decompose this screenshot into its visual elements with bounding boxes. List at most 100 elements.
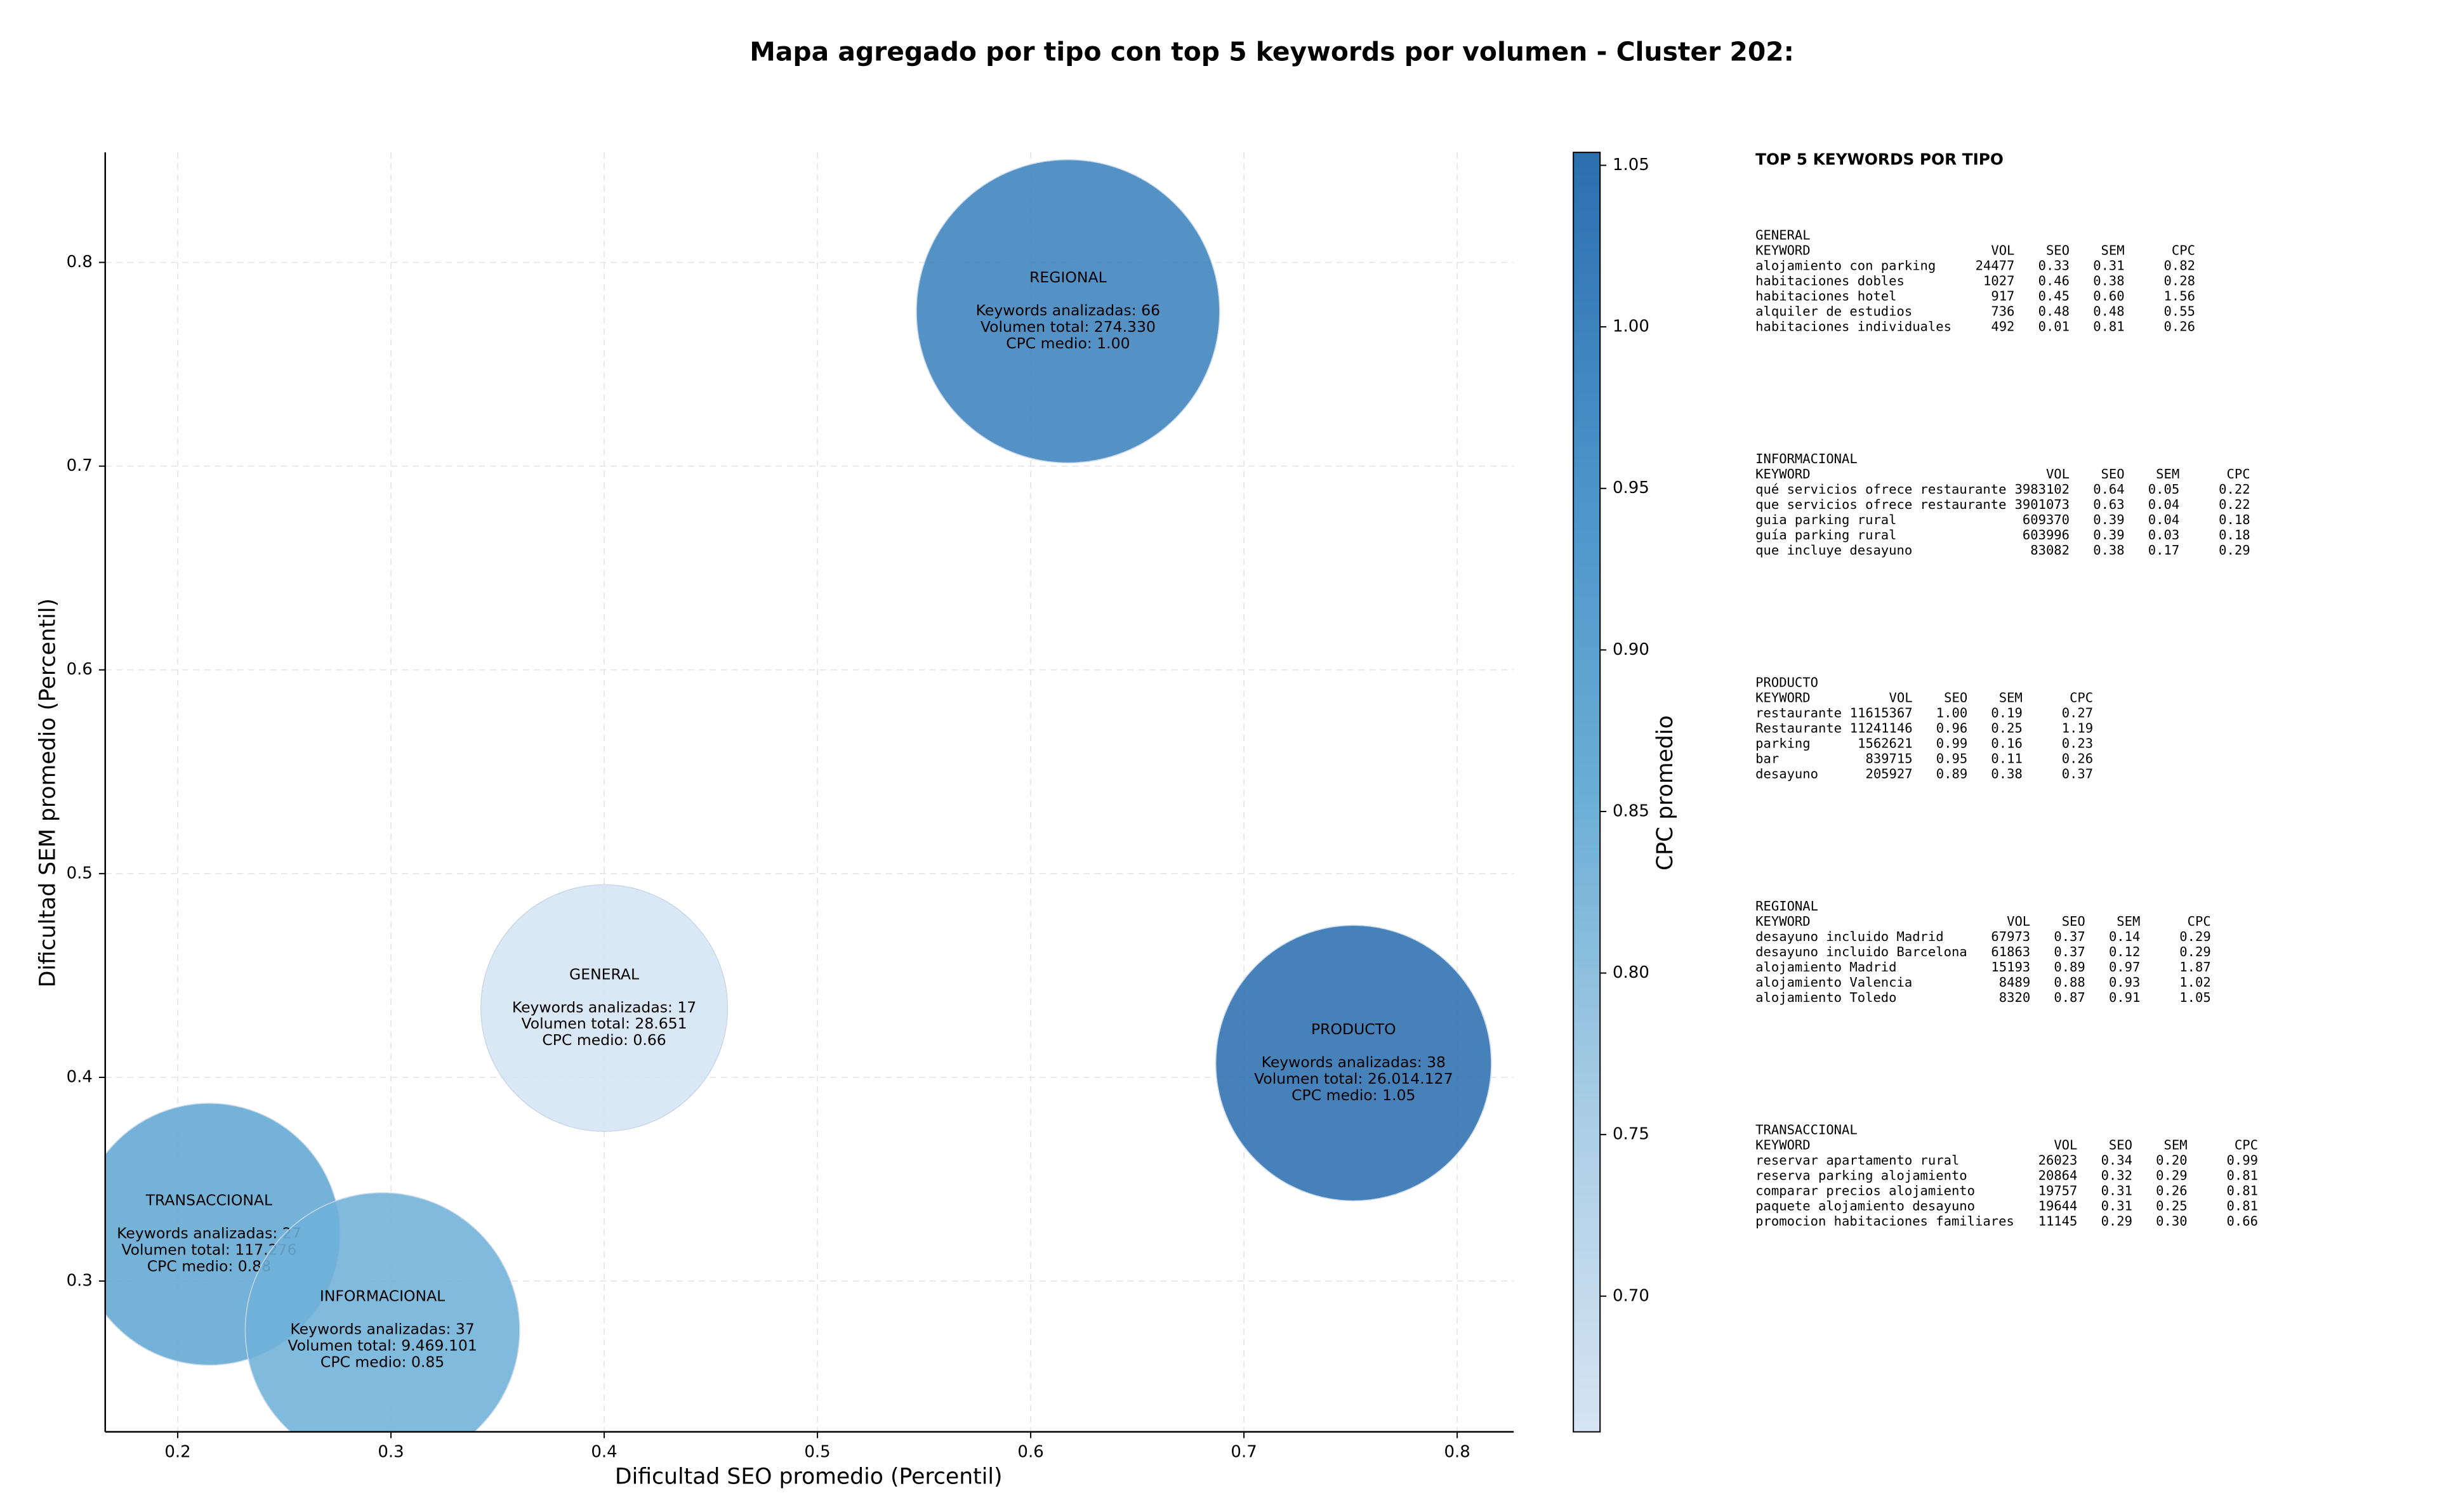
table-cell: 0.29: [2101, 1214, 2132, 1229]
table-cell: 1.87: [2179, 959, 2210, 975]
y-tick-label: 0.6: [67, 660, 93, 679]
table-cell: 0.11: [1991, 751, 2022, 766]
table-cell: habitaciones individuales: [1755, 319, 1952, 334]
table-cell: 0.81: [2227, 1199, 2258, 1214]
table-cell: 19644: [2038, 1199, 2078, 1214]
table-cell: 0.45: [2038, 288, 2070, 303]
bubble-label: CPC medio: 0.88: [147, 1258, 271, 1275]
table-cell: paquete alojamiento desayuno: [1755, 1199, 1975, 1214]
table-cell: 1.00: [1936, 705, 1967, 720]
table-cell: 0.81: [2227, 1183, 2258, 1199]
column-header: VOL: [1889, 690, 1913, 705]
table-cell: 0.55: [2164, 303, 2195, 319]
table-cell: 0.97: [2109, 959, 2140, 975]
table-cell: 0.96: [1936, 720, 1967, 735]
table-cell: 0.26: [2156, 1183, 2187, 1199]
group-title: REGIONAL: [1755, 898, 1818, 914]
y-tick-label: 0.8: [67, 253, 93, 272]
table-cell: 0.32: [2101, 1168, 2132, 1183]
table-cell: 0.63: [2093, 497, 2124, 512]
table-cell: 0.89: [1936, 766, 1967, 781]
table-cell: 0.23: [2062, 735, 2093, 751]
table-cell: Restaurante: [1755, 720, 1842, 735]
table-cell: 0.18: [2219, 527, 2250, 542]
table-cell: guia parking rural: [1755, 512, 1896, 527]
bubble-label: CPC medio: 1.05: [1291, 1086, 1415, 1104]
table-cell: 19757: [2038, 1183, 2078, 1199]
column-header: KEYWORD: [1755, 1138, 1810, 1153]
table-cell: 0.12: [2109, 944, 2140, 959]
colorbar-tick-label: 0.90: [1613, 640, 1649, 659]
table-cell: 0.25: [1991, 720, 2022, 735]
table-cell: 0.19: [1991, 705, 2022, 720]
group-title: INFORMACIONAL: [1755, 451, 1858, 466]
colorbar-tick-label: 0.80: [1613, 963, 1649, 982]
table-cell: 0.81: [2227, 1168, 2258, 1183]
bubble-label: CPC medio: 0.85: [320, 1353, 444, 1371]
column-header: VOL: [2007, 914, 2030, 929]
table-cell: 1.05: [2179, 990, 2210, 1005]
table-cell: 609370: [2023, 512, 2070, 527]
table-cell: 1.02: [2179, 975, 2210, 990]
bubble-name: REGIONAL: [1029, 268, 1107, 286]
table-cell: 3983102: [2015, 482, 2070, 497]
table-cell: 917: [1991, 288, 2014, 303]
table-cell: que incluye desayuno: [1755, 542, 1912, 558]
column-header: KEYWORD: [1755, 466, 1810, 482]
table-cell: 0.17: [2148, 542, 2179, 558]
table-cell: parking: [1755, 735, 1810, 751]
table-cell: comparar precios alojamiento: [1755, 1183, 1975, 1199]
axes: 0.2 0.3 0.4 0.5 0.6 0.7 0.80.30.40.50.60.70.80…: [67, 152, 1649, 1461]
table-cell: 0.29: [2219, 542, 2250, 558]
table-cell: 83082: [2030, 542, 2070, 558]
column-header: SEO: [2062, 914, 2085, 929]
table-cell: guía parking rural: [1755, 527, 1896, 542]
bubble: [480, 884, 729, 1132]
table-cell: 0.38: [2093, 273, 2124, 288]
bubble-label: Keywords analizadas: 17: [512, 998, 696, 1016]
table-cell: desayuno: [1755, 766, 1818, 781]
column-header: SEM: [1999, 690, 2023, 705]
column-header: KEYWORD: [1755, 914, 1810, 929]
table-cell: 0.18: [2219, 512, 2250, 527]
table-cell: 0.05: [2148, 482, 2179, 497]
table-cell: 205927: [1865, 766, 1912, 781]
table-cell: 0.03: [2148, 527, 2179, 542]
table-cell: 0.38: [1991, 766, 2022, 781]
column-header: CPC: [2235, 1138, 2258, 1153]
table-cell: 0.93: [2109, 975, 2140, 990]
bubble-label: Volumen total: 9.469.101: [287, 1337, 477, 1355]
table-cell: 0.99: [1936, 735, 1967, 751]
bubble-name: PRODUCTO: [1311, 1020, 1396, 1038]
table-cell: 67973: [1991, 929, 2030, 944]
bubble-name: TRANSACCIONAL: [145, 1192, 272, 1209]
y-tick-label: 0.4: [67, 1067, 93, 1086]
table-cell: 0.46: [2038, 273, 2070, 288]
column-header: SEM: [2101, 242, 2125, 258]
x-tick-label: 0.4: [591, 1442, 617, 1461]
table-cell: 0.66: [2227, 1214, 2258, 1229]
column-header: CPC: [2188, 914, 2211, 929]
table-cell: 0.89: [2054, 959, 2085, 975]
column-header: SEO: [2046, 242, 2070, 258]
table-cell: 0.29: [2179, 944, 2210, 959]
table-cell: 0.27: [2062, 705, 2093, 720]
table-cell: 0.04: [2148, 512, 2179, 527]
table-cell: 0.31: [2101, 1183, 2132, 1199]
table-cell: 11241146: [1850, 720, 1913, 735]
table-cell: 0.38: [2093, 542, 2124, 558]
table-cell: 11145: [2038, 1214, 2078, 1229]
column-header: SEM: [2164, 1138, 2188, 1153]
table-cell: 0.81: [2093, 319, 2124, 334]
table-cell: 0.64: [2093, 482, 2124, 497]
table-cell: alojamiento Madrid: [1755, 959, 1896, 975]
table-cell: 0.26: [2062, 751, 2093, 766]
column-header: VOL: [2046, 466, 2070, 482]
x-tick-label: 0.6: [1017, 1442, 1043, 1461]
table-cell: bar: [1755, 751, 1779, 766]
table-cell: 0.22: [2219, 482, 2250, 497]
table-cell: 0.91: [2109, 990, 2140, 1005]
table-cell: 492: [1991, 319, 2014, 334]
table-cell: 0.04: [2148, 497, 2179, 512]
table-cell: 3901073: [2015, 497, 2070, 512]
